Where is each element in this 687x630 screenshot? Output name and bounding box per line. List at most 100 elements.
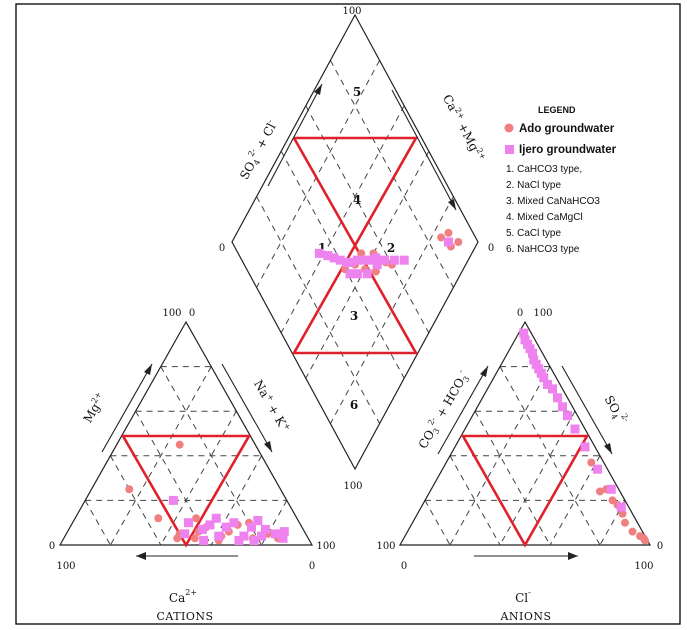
anion-cl-axis-label: Cl-	[515, 588, 531, 605]
anion-point-ado	[621, 518, 629, 527]
anion-grid-line	[474, 410, 551, 546]
anion-grid-line	[499, 410, 576, 546]
anion-cl-axis-arrow	[474, 552, 578, 560]
cation-point-ijero	[211, 513, 221, 523]
anion-co3-axis-arrow	[437, 365, 489, 455]
cation-tick-left-zero: 0	[49, 541, 55, 552]
cation-point-ijero	[270, 529, 280, 539]
cation-point-ijero	[214, 531, 224, 541]
cation-zone-triangle	[120, 434, 252, 548]
diamond-point-ijero	[380, 255, 390, 265]
diamond-right-axis-arrow	[391, 89, 457, 211]
cation-point-ijero	[257, 531, 267, 541]
cation-triangle-title: CATIONS	[156, 610, 213, 623]
cation-tick-right-hundred: 100	[316, 541, 335, 552]
cation-point-ijero	[199, 536, 209, 546]
diamond-point-ijero	[399, 255, 409, 265]
diamond-point-ado	[444, 228, 453, 237]
diamond-plot: 100 0 0 100 5 4 1 2 3 6 SO42- + Cl- Ca2+…	[219, 6, 494, 492]
cation-triangle-outline	[58, 320, 314, 546]
anion-tick-right-zero: 0	[657, 541, 663, 552]
legend-marker-ado	[504, 123, 514, 133]
diamond-tick-bottom: 100	[343, 481, 362, 492]
anion-point-ijero	[548, 384, 557, 394]
anion-tick-apex: 100	[533, 308, 552, 319]
cation-triangle-plot: 100 0 0 100 100 0 Mg2+ Na+ + K+ Ca2+ CAT…	[49, 308, 336, 623]
legend-type-6: 6. NaHCO3 type	[506, 244, 580, 255]
anion-point-ijero	[519, 328, 529, 338]
diamond-point-ijero	[360, 255, 370, 265]
diamond-outline	[231, 13, 479, 471]
cation-point-ado	[175, 440, 184, 449]
anion-point-ijero	[593, 464, 602, 474]
anion-point-ijero	[558, 402, 567, 412]
figure-frame	[15, 3, 681, 625]
anion-tick-left-hundred: 100	[376, 541, 395, 552]
anion-point-ado	[641, 536, 649, 545]
legend-series-ado: Ado groundwater	[519, 123, 615, 135]
diamond-left-axis-arrow	[267, 83, 323, 187]
cation-point-ijero	[260, 524, 270, 534]
cation-point-ijero	[239, 531, 249, 541]
anion-grid-line	[599, 500, 626, 546]
cation-point-ijero	[180, 529, 190, 539]
legend-type-3: 3. Mixed CaNaHCO3	[506, 196, 600, 207]
cation-grid-line	[160, 366, 263, 546]
cation-mg-axis-arrow	[101, 363, 153, 453]
cation-point-ado	[125, 485, 134, 494]
anion-point-ado	[628, 527, 637, 536]
anion-tick-right-hundred: 100	[634, 561, 653, 572]
diamond-point-ijero	[389, 255, 399, 265]
cation-point-ijero	[184, 518, 194, 528]
diamond-point-ijero	[341, 257, 351, 267]
diamond-point-ado	[357, 249, 366, 258]
diamond-point-ijero	[443, 237, 453, 247]
cation-point-ijero	[278, 533, 288, 543]
diamond-point-ado	[437, 233, 446, 242]
cation-grid-line	[160, 410, 237, 546]
cation-ca-axis-label: Ca2+	[169, 588, 197, 605]
diamond-point-ijero	[362, 269, 372, 279]
anion-points	[519, 328, 649, 545]
cation-grid-line	[109, 366, 212, 546]
cation-point-ado	[192, 514, 201, 523]
diamond-point-ijero	[352, 255, 362, 265]
cation-grid-line	[261, 500, 288, 546]
diamond-point-ijero	[365, 255, 375, 265]
anion-so4-axis-label: SO42-	[600, 392, 631, 428]
cation-points	[125, 440, 289, 546]
zone-label-1: 1	[318, 241, 326, 255]
cation-point-ijero	[247, 522, 257, 532]
cation-point-ijero	[279, 527, 289, 537]
diamond-tick-top: 100	[342, 6, 361, 17]
cation-grid-line	[84, 500, 111, 546]
zone-label-5: 5	[353, 85, 361, 99]
cation-tick-apex: 100	[162, 308, 181, 319]
anion-so4-axis-arrow	[561, 365, 613, 455]
cation-tick-right-zero: 0	[309, 561, 315, 572]
anion-grid-line	[449, 366, 551, 546]
anion-point-ijero	[563, 411, 572, 421]
cation-point-ijero	[205, 520, 215, 530]
diamond-point-ijero	[346, 257, 356, 267]
anion-triangle-title: ANIONS	[499, 610, 551, 623]
diamond-point-ijero	[345, 269, 355, 279]
anion-point-ijero	[606, 484, 616, 494]
cation-mg-axis-label: Mg2+	[80, 390, 109, 425]
diamond-point-ijero	[329, 253, 339, 263]
zone-label-2: 2	[387, 241, 395, 255]
cation-ca-axis-arrow	[136, 552, 238, 560]
legend-type-2: 2. NaCl type	[506, 180, 561, 191]
diamond-grid	[256, 60, 454, 424]
anion-triangle-plot: 0 100 100 0 0 100 CO32- + HCO3- SO42- Cl…	[376, 308, 663, 623]
cation-point-ijero	[168, 495, 178, 505]
anion-grid-line	[424, 500, 451, 546]
cation-point-ijero	[197, 524, 207, 534]
legend-marker-ijero	[505, 145, 514, 154]
diamond-tick-right: 0	[488, 243, 494, 254]
anion-point-ijero	[553, 393, 562, 403]
anion-grid-line	[499, 366, 601, 546]
diamond-zone-lines	[291, 136, 419, 355]
